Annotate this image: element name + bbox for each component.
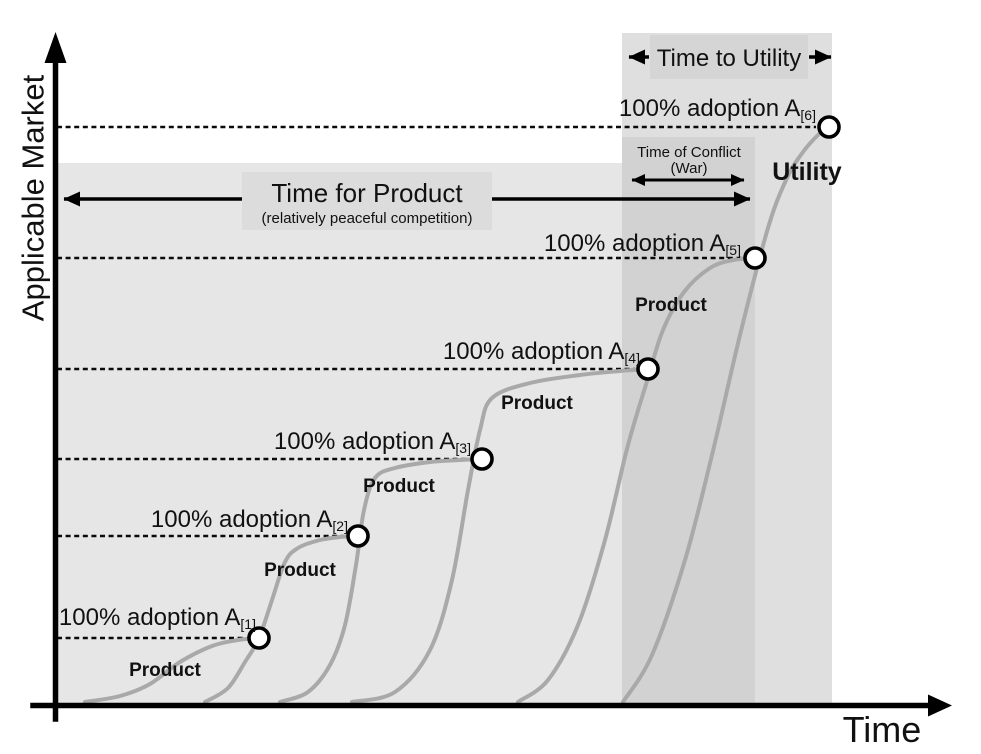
adoption-point-1 <box>247 626 271 650</box>
s-curve-6 <box>621 125 831 704</box>
era-regions <box>58 33 832 703</box>
stage-label-product-1: Product <box>129 660 201 681</box>
adoption-label-5-text: 100% adoption A <box>544 230 726 257</box>
adoption-point-markers <box>247 115 841 650</box>
time-for-product-box <box>242 172 492 230</box>
s-curve-5 <box>516 256 757 704</box>
conflict-overlap-region <box>622 137 755 703</box>
time-to-utility-label: Time to Utility <box>657 45 801 72</box>
s-curve-4 <box>350 367 650 704</box>
adoption-point-4 <box>636 357 660 381</box>
adoption-label-6: 100% adoption A[6] <box>619 95 816 123</box>
x-axis-label: Time <box>843 709 922 750</box>
y-axis-label: Applicable Market <box>16 74 51 321</box>
adoption-label-6-text: 100% adoption A <box>619 95 801 122</box>
x-axis-arrowhead-icon <box>928 694 952 717</box>
adoption-labels: 100% adoption A[1] 100% adoption A[2] 10… <box>59 95 816 632</box>
stage-labels: Product Product Product Product Product … <box>129 158 842 681</box>
stage-label-product-2: Product <box>264 560 336 581</box>
stage-label-product-4: Product <box>501 393 573 414</box>
adoption-label-1-sub: [1] <box>240 616 256 632</box>
time-of-conflict-line1: Time of Conflict <box>637 144 741 161</box>
adoption-label-5-sub: [5] <box>725 242 741 258</box>
adoption-point-6 <box>817 115 841 139</box>
axes: Applicable Market Time <box>16 32 952 750</box>
adoption-level-lines <box>57 125 816 640</box>
adoption-point-5 <box>743 246 767 270</box>
stage-label-product-3: Product <box>363 476 435 497</box>
adoption-label-2-text: 100% adoption A <box>151 506 333 533</box>
adoption-label-3: 100% adoption A[3] <box>274 428 471 456</box>
time-of-conflict-line2: (War) <box>671 160 708 177</box>
adoption-point-3 <box>470 447 494 471</box>
adoption-label-5: 100% adoption A[5] <box>544 230 741 258</box>
s-curve-1 <box>83 636 261 704</box>
s-curve-3 <box>278 457 484 704</box>
time-to-utility-box <box>650 35 808 79</box>
stage-label-utility: Utility <box>772 158 842 186</box>
s-curve-2 <box>203 534 360 704</box>
adoption-label-2: 100% adoption A[2] <box>151 506 348 534</box>
adoption-label-6-sub: [6] <box>800 107 816 123</box>
adoption-label-3-sub: [3] <box>455 440 471 456</box>
adoption-point-2 <box>346 524 370 548</box>
time-to-utility-annotation: Time to Utility <box>628 35 832 79</box>
adoption-label-4: 100% adoption A[4] <box>443 338 640 366</box>
adoption-label-1: 100% adoption A[1] <box>59 604 256 632</box>
y-axis-arrowhead-icon <box>44 32 67 63</box>
adoption-label-3-text: 100% adoption A <box>274 428 456 455</box>
time-for-product-subtitle: (relatively peaceful competition) <box>262 210 473 227</box>
time-of-conflict-annotation: Time of Conflict (War) <box>631 144 745 186</box>
adoption-label-2-sub: [2] <box>332 518 348 534</box>
time-for-product-title: Time for Product <box>271 178 463 208</box>
adoption-label-4-text: 100% adoption A <box>443 338 625 365</box>
stage-label-product-5: Product <box>635 295 707 316</box>
time-for-product-annotation: Time for Product (relatively peaceful co… <box>63 172 751 230</box>
adoption-label-4-sub: [4] <box>624 350 640 366</box>
adoption-label-1-text: 100% adoption A <box>59 604 241 631</box>
diffusion-curves <box>83 125 831 704</box>
